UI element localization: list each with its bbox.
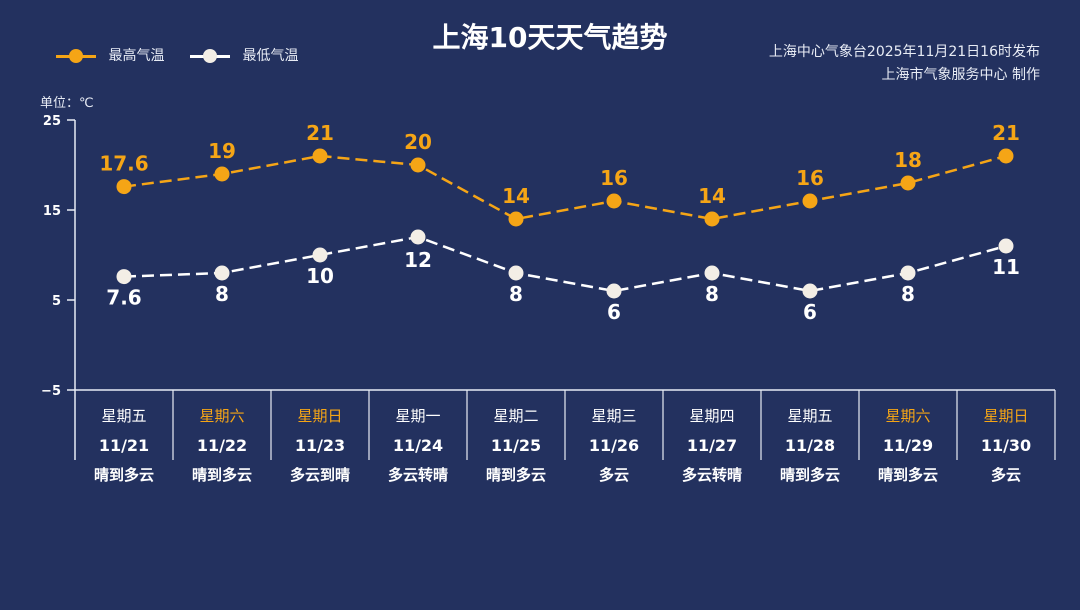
data-label: 8 <box>901 282 915 306</box>
data-label: 20 <box>404 130 432 154</box>
weather-label: 多云到晴 <box>290 466 350 484</box>
data-label: 14 <box>698 184 726 208</box>
date-label: 11/28 <box>785 436 835 455</box>
data-point <box>410 157 426 173</box>
legend-high-label: 最高气温 <box>108 48 165 64</box>
data-point <box>802 283 818 299</box>
weekday-label: 星期五 <box>787 407 832 425</box>
date-label: 11/23 <box>295 436 345 455</box>
y-tick-label: 25 <box>43 114 61 129</box>
data-label: 19 <box>208 139 236 163</box>
date-label: 11/29 <box>883 436 933 455</box>
legend-low: 最低气温 <box>190 45 298 65</box>
date-label: 11/26 <box>589 436 639 455</box>
date-label: 11/27 <box>687 436 737 455</box>
data-label: 21 <box>992 121 1020 145</box>
weather-label: 多云 <box>991 466 1021 484</box>
data-point <box>214 265 230 281</box>
data-point <box>606 283 622 299</box>
weather-label: 多云 <box>599 466 629 484</box>
data-point <box>410 229 426 245</box>
weather-label: 晴到多云 <box>780 466 840 484</box>
weekday-label: 星期四 <box>689 407 734 425</box>
series-line-high <box>123 154 1007 221</box>
data-label: 21 <box>306 121 334 145</box>
weekday-label: 星期六 <box>199 407 244 425</box>
weather-label: 晴到多云 <box>878 466 938 484</box>
legend-high-marker <box>56 48 96 63</box>
data-label: 14 <box>502 184 530 208</box>
data-label: 7.6 <box>106 286 141 310</box>
data-label: 8 <box>705 282 719 306</box>
weekday-label: 星期六 <box>885 407 930 425</box>
data-label: 8 <box>215 282 229 306</box>
y-tick-label: 15 <box>43 204 61 219</box>
data-label: 17.6 <box>99 152 148 176</box>
weekday-label: 星期五 <box>101 407 146 425</box>
data-point <box>606 193 622 209</box>
y-tick-label: −5 <box>41 384 61 399</box>
data-point <box>704 211 720 227</box>
data-point <box>116 269 132 285</box>
chart-title: 上海10天天气趋势 <box>432 21 668 54</box>
date-label: 11/24 <box>393 436 443 455</box>
source-line-2: 上海市气象服务中心 制作 <box>881 67 1040 83</box>
unit-label: 单位：℃ <box>40 96 94 111</box>
data-label: 11 <box>992 255 1020 279</box>
data-point <box>508 265 524 281</box>
weekday-label: 星期日 <box>983 407 1028 425</box>
data-point <box>998 148 1014 164</box>
data-label: 12 <box>404 248 432 272</box>
data-label: 16 <box>600 166 628 190</box>
weekday-label: 星期二 <box>493 407 538 425</box>
data-point <box>312 247 328 263</box>
data-label: 8 <box>509 282 523 306</box>
data-label: 6 <box>803 300 817 324</box>
weather-label: 多云转晴 <box>682 466 742 484</box>
y-tick-label: 5 <box>52 294 61 309</box>
weather-label: 晴到多云 <box>486 466 546 484</box>
source-line-1: 上海中心气象台2025年11月21日16时发布 <box>768 44 1040 60</box>
date-label: 11/30 <box>981 436 1031 455</box>
date-label: 11/21 <box>99 436 149 455</box>
data-point <box>900 175 916 191</box>
data-point <box>214 166 230 182</box>
data-point <box>508 211 524 227</box>
data-point <box>704 265 720 281</box>
data-point <box>116 179 132 195</box>
legend-low-label: 最低气温 <box>242 48 299 64</box>
weekday-label: 星期三 <box>591 407 636 425</box>
weekday-label: 星期日 <box>297 407 342 425</box>
legend-high: 最高气温 <box>56 45 164 65</box>
data-label: 16 <box>796 166 824 190</box>
weather-label: 晴到多云 <box>192 466 252 484</box>
data-point <box>802 193 818 209</box>
date-label: 11/25 <box>491 436 541 455</box>
data-point <box>998 238 1014 254</box>
data-label: 10 <box>306 264 334 288</box>
weekday-label: 星期一 <box>395 407 440 425</box>
data-point <box>312 148 328 164</box>
date-label: 11/22 <box>197 436 247 455</box>
series-line-low <box>123 235 1007 293</box>
data-label: 6 <box>607 300 621 324</box>
data-point <box>900 265 916 281</box>
weather-label: 多云转晴 <box>388 466 448 484</box>
legend-low-marker <box>190 48 230 63</box>
weather-label: 晴到多云 <box>94 466 154 484</box>
data-label: 18 <box>894 148 922 172</box>
